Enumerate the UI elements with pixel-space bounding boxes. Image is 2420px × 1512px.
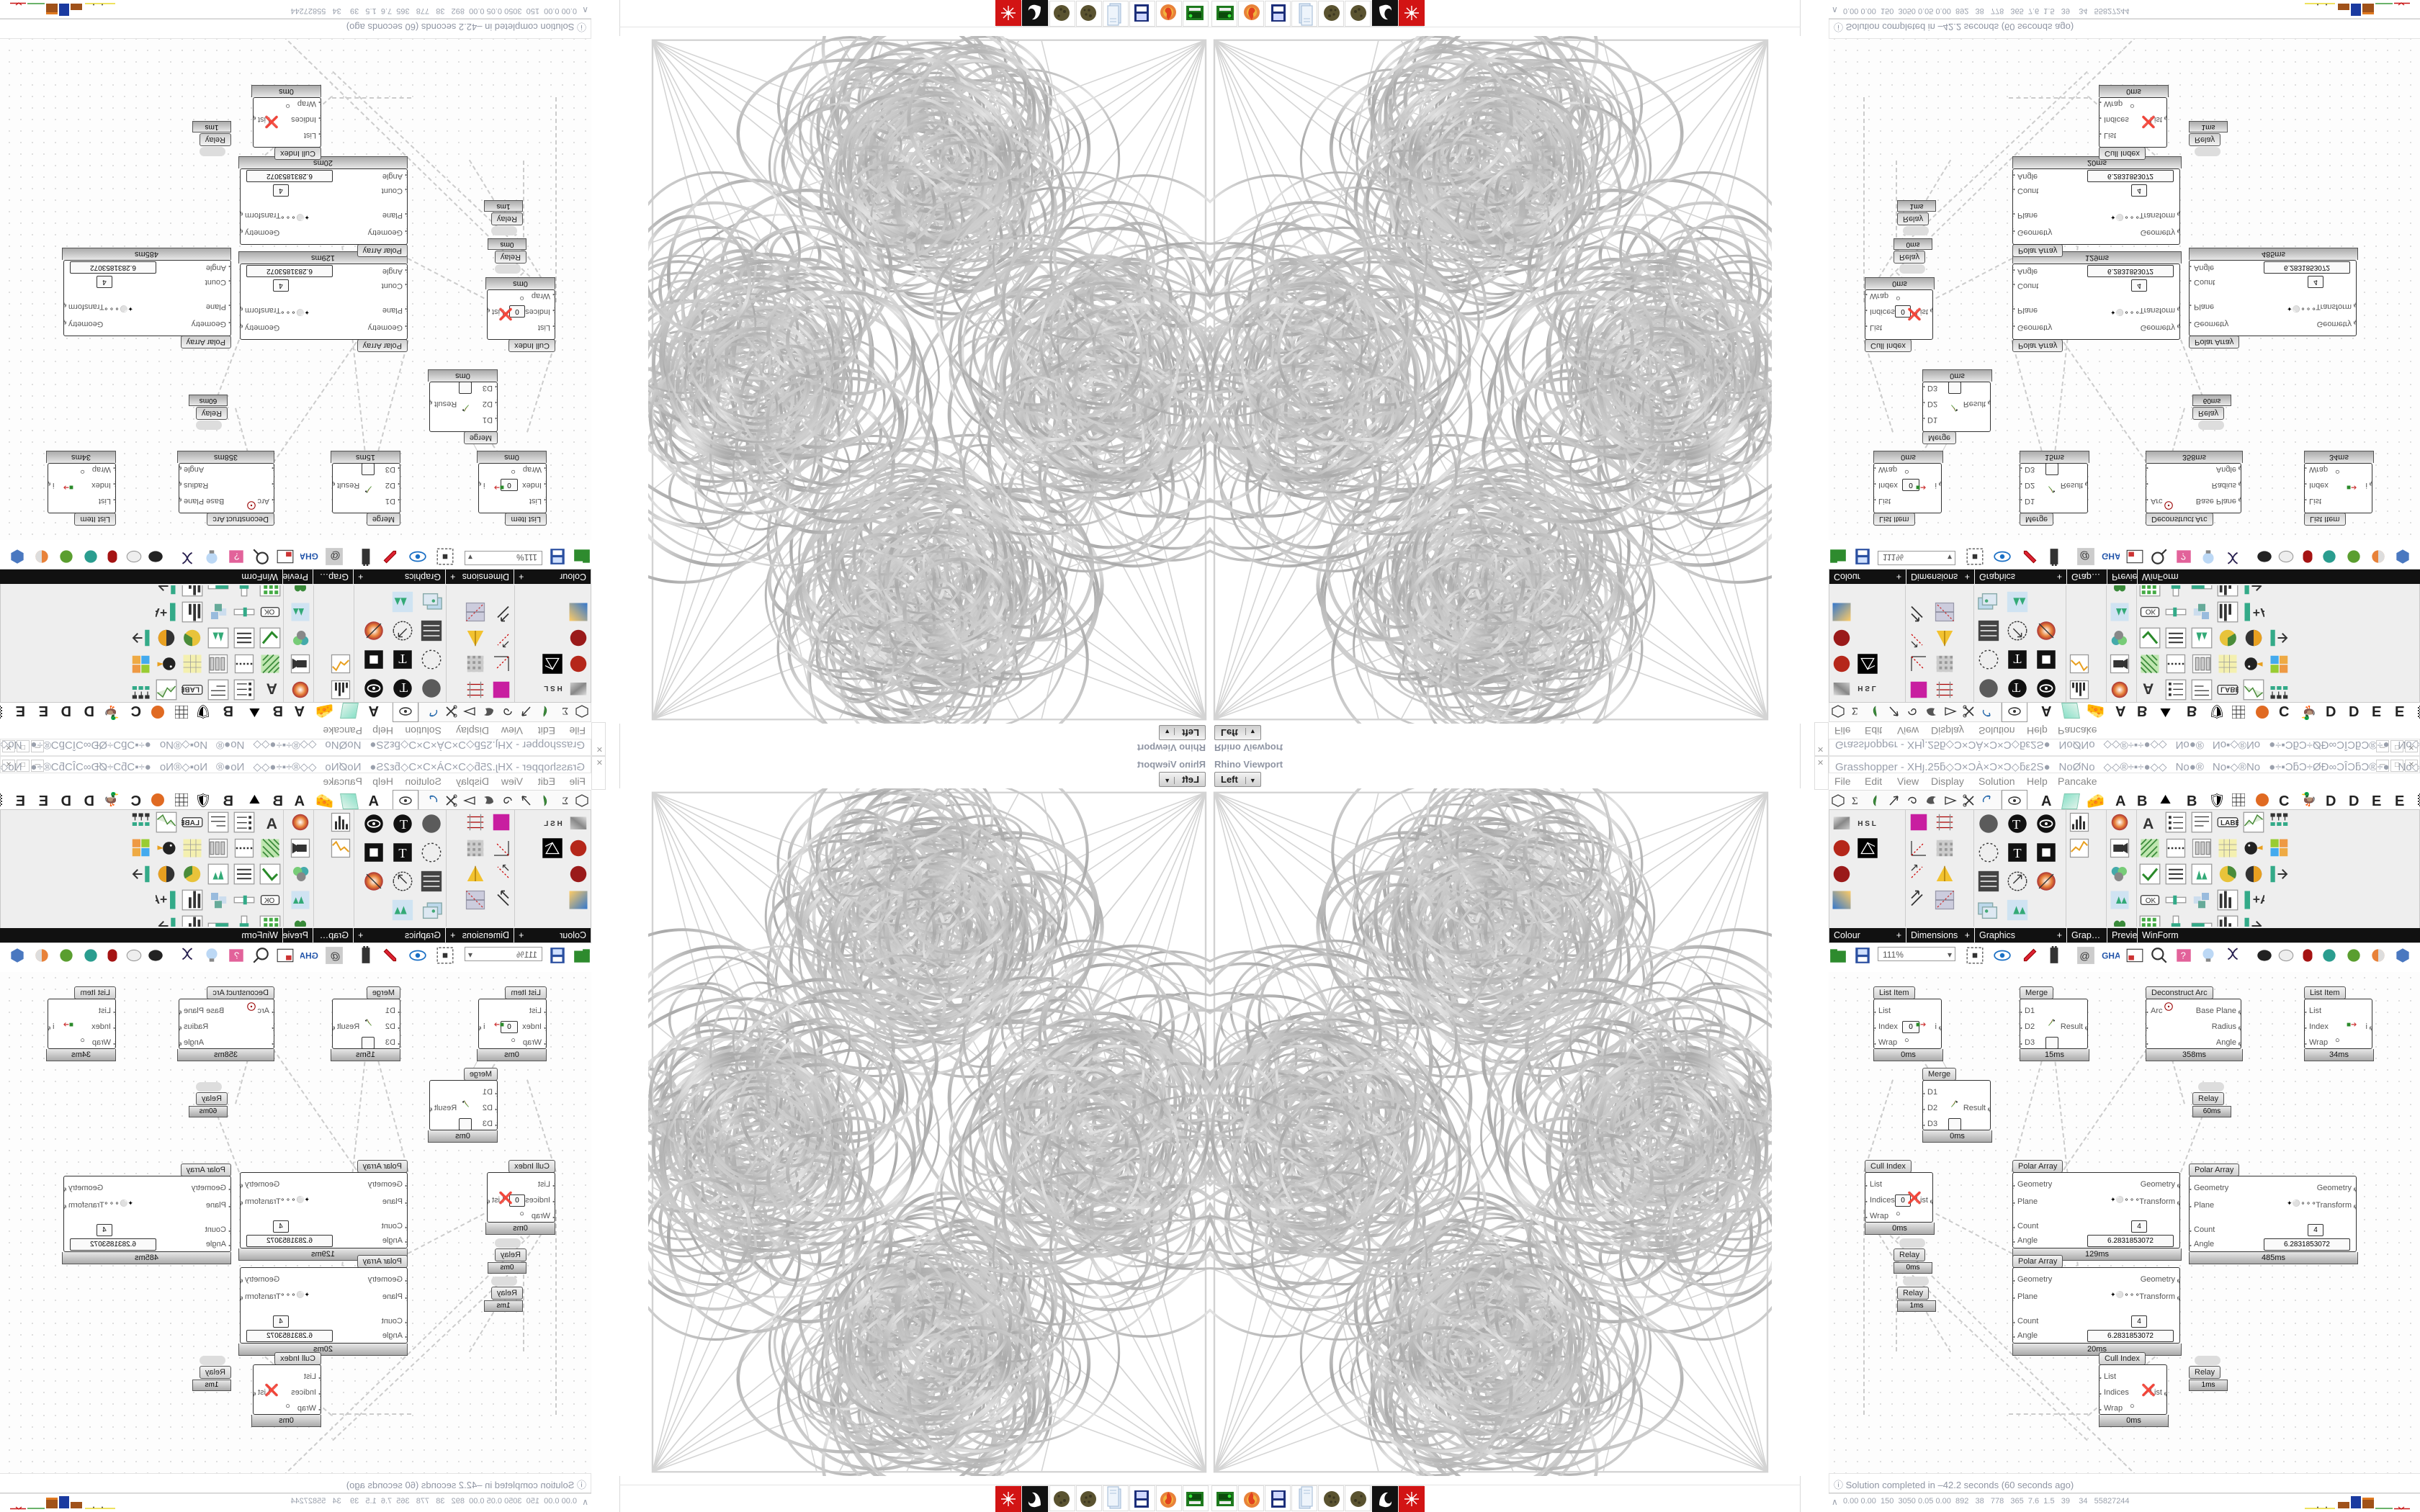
svg-text:LABEL: LABEL <box>182 685 200 693</box>
svg-text:?: ? <box>2181 950 2186 960</box>
svg-text:Σ: Σ <box>562 705 568 716</box>
svg-text:@: @ <box>330 551 340 562</box>
svg-text:OK: OK <box>2146 607 2156 615</box>
svg-text:?: ? <box>2181 552 2186 562</box>
svg-text:LABEL: LABEL <box>2220 685 2238 693</box>
svg-text:Σ: Σ <box>1852 705 1858 716</box>
svg-text:A: A <box>266 815 277 832</box>
svg-text:+A: +A <box>156 892 167 906</box>
svg-text:?: ? <box>234 552 239 562</box>
svg-text:GHA: GHA <box>300 950 318 960</box>
svg-text:@: @ <box>330 950 340 961</box>
svg-text:GHA: GHA <box>300 552 318 562</box>
svg-text:Σ: Σ <box>1852 796 1858 807</box>
svg-text:H S L: H S L <box>1857 820 1876 828</box>
svg-text:Σ: Σ <box>562 796 568 807</box>
svg-text:+A: +A <box>2253 606 2264 620</box>
svg-text:@: @ <box>2079 551 2089 562</box>
svg-text:T: T <box>2013 846 2021 860</box>
svg-text:GHA: GHA <box>2102 552 2120 562</box>
svg-text:LABEL: LABEL <box>2220 819 2238 827</box>
svg-text:A: A <box>2143 680 2154 697</box>
svg-text:@: @ <box>2079 950 2089 961</box>
svg-text:H S L: H S L <box>1857 684 1876 692</box>
svg-text:T: T <box>2012 680 2020 695</box>
svg-text:+A: +A <box>156 606 167 620</box>
svg-text:H S L: H S L <box>544 684 563 692</box>
svg-text:OK: OK <box>264 897 274 905</box>
svg-text:LABEL: LABEL <box>182 819 200 827</box>
svg-text:OK: OK <box>2146 897 2156 905</box>
svg-text:T: T <box>400 817 408 832</box>
svg-text:A: A <box>2143 815 2154 832</box>
svg-text:T: T <box>398 652 406 666</box>
svg-text:A: A <box>266 680 277 697</box>
svg-text:+A: +A <box>2253 892 2264 906</box>
svg-text:GHA: GHA <box>2102 950 2120 960</box>
svg-text:T: T <box>2012 817 2020 832</box>
svg-text:?: ? <box>234 950 239 960</box>
svg-text:OK: OK <box>264 607 274 615</box>
svg-text:H S L: H S L <box>544 820 563 828</box>
svg-text:T: T <box>2013 652 2021 666</box>
svg-text:T: T <box>400 680 408 695</box>
svg-text:T: T <box>398 846 406 860</box>
